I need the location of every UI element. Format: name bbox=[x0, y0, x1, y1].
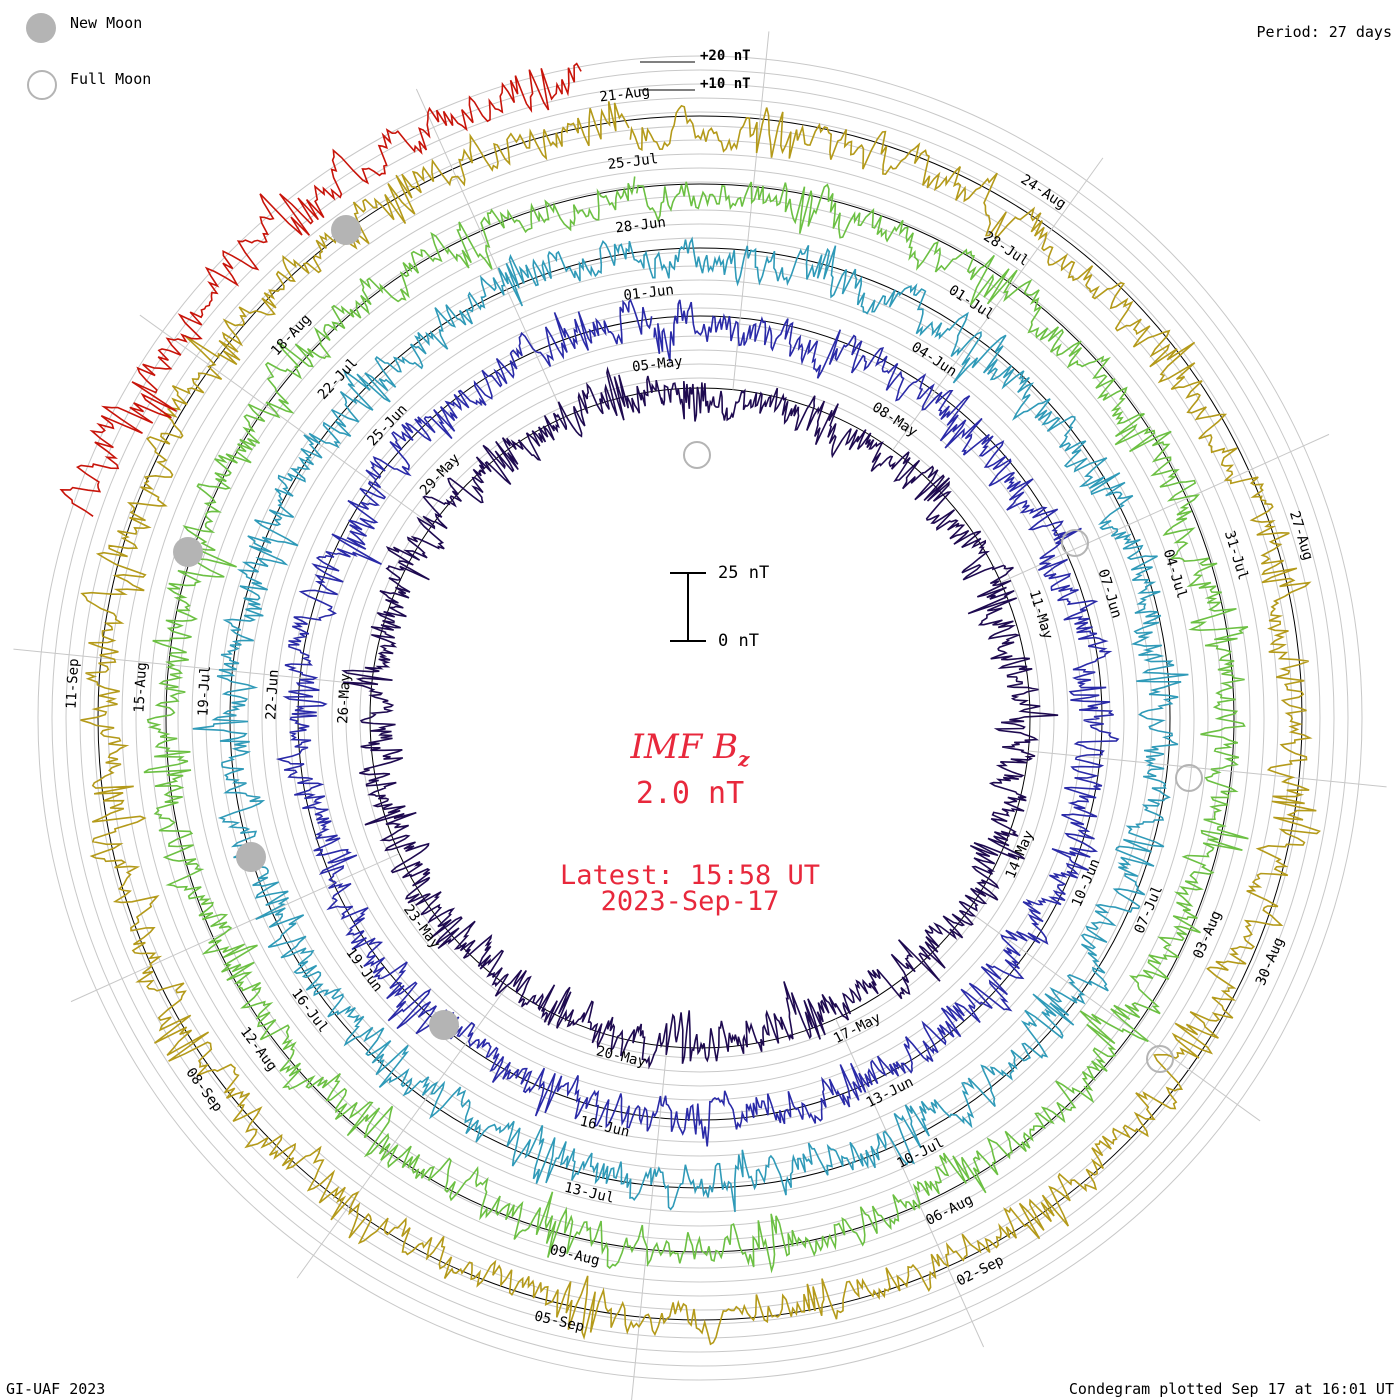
grid-spoke bbox=[139, 314, 433, 526]
date-label: 28-Jun bbox=[615, 215, 667, 237]
chart-title-subscript: z bbox=[738, 746, 750, 771]
date-label: 16-Jun bbox=[578, 1113, 631, 1140]
grid-spoke bbox=[70, 853, 400, 1003]
grid-ring bbox=[107, 125, 1293, 1311]
grid-ring bbox=[135, 153, 1265, 1283]
date-label: 01-Jun bbox=[623, 282, 675, 304]
date-label: 09-Aug bbox=[548, 1242, 601, 1269]
grid-ring bbox=[275, 293, 1125, 1143]
grid-ring bbox=[331, 349, 1069, 1087]
ring-scale-inner-label: +10 nT bbox=[700, 76, 751, 92]
new-moon-marker bbox=[331, 215, 361, 245]
grid-ring bbox=[79, 97, 1321, 1339]
date-label: 11-May bbox=[1026, 588, 1056, 641]
scale-bar-bottom-label: 0 nT bbox=[718, 631, 759, 651]
grid-spoke bbox=[967, 910, 1261, 1122]
new-moon-marker bbox=[236, 842, 266, 872]
period-label: Period: 27 days bbox=[1256, 23, 1392, 41]
grid-spoke bbox=[1028, 750, 1387, 788]
new-moon-legend-icon bbox=[26, 13, 56, 43]
grid-ring bbox=[37, 55, 1363, 1381]
latest-date: 2023-Sep-17 bbox=[600, 886, 780, 917]
grid-ring bbox=[205, 223, 1195, 1213]
series-cycle-3 bbox=[192, 236, 1189, 1213]
credit-label: GI-UAF 2023 bbox=[6, 1380, 106, 1398]
grid-ring bbox=[121, 139, 1279, 1297]
grid-spoke bbox=[732, 31, 770, 390]
date-label: 15-Aug bbox=[131, 662, 150, 713]
full-moon-marker bbox=[1175, 764, 1203, 792]
moon-markers-layer bbox=[173, 215, 1203, 1073]
date-label: 27-Aug bbox=[1286, 509, 1316, 562]
ring-grid bbox=[37, 55, 1363, 1381]
scale-bar-top-label: 25 nT bbox=[718, 563, 770, 583]
grid-ring bbox=[219, 237, 1181, 1199]
date-label: 26-May bbox=[335, 673, 354, 724]
zero-ring-2 bbox=[297, 315, 1103, 1121]
grid-spoke bbox=[835, 1018, 985, 1348]
ring-scale-outer-label: +20 nT bbox=[700, 48, 751, 64]
current-value: 2.0 nT bbox=[635, 776, 745, 811]
new-moon-marker bbox=[429, 1010, 459, 1040]
date-label: 11-Sep bbox=[64, 658, 83, 709]
grid-ring bbox=[261, 279, 1139, 1157]
grid-spoke bbox=[1000, 433, 1330, 583]
chart-title-main: IMF B bbox=[630, 727, 739, 767]
radial-spokes bbox=[13, 31, 1387, 1400]
new-moon-marker bbox=[173, 537, 203, 567]
date-label: 13-Jun bbox=[864, 1074, 916, 1111]
latest-time: Latest: 15:58 UT bbox=[559, 860, 821, 891]
grid-ring bbox=[163, 181, 1237, 1255]
chart-title: IMF Bz bbox=[540, 727, 840, 771]
grid-ring bbox=[191, 209, 1209, 1227]
grid-spoke bbox=[631, 1046, 668, 1400]
zero-ring-5 bbox=[97, 115, 1303, 1321]
data-series-layer bbox=[59, 62, 1321, 1346]
grid-ring bbox=[317, 335, 1083, 1101]
date-label: 22-Jun bbox=[263, 669, 282, 720]
date-label: 25-Jul bbox=[607, 151, 659, 173]
ring-scale-ticks bbox=[640, 61, 695, 91]
grid-ring bbox=[345, 363, 1055, 1073]
date-label: 05-May bbox=[631, 354, 683, 376]
date-label: 21-Aug bbox=[599, 84, 651, 106]
series-cycle-5 bbox=[80, 101, 1321, 1346]
new-moon-legend-label: New Moon bbox=[70, 14, 143, 32]
date-label: 04-Jul bbox=[1160, 548, 1190, 601]
date-label: 19-Jul bbox=[195, 665, 214, 716]
full-moon-marker bbox=[1146, 1045, 1174, 1073]
date-label: 23-May bbox=[400, 902, 443, 952]
grid-ring bbox=[65, 83, 1335, 1353]
scale-bar bbox=[670, 572, 706, 642]
full-moon-legend-label: Full Moon bbox=[70, 70, 152, 88]
grid-spoke bbox=[892, 157, 1104, 451]
grid-ring bbox=[289, 307, 1111, 1129]
series-cycle-2 bbox=[275, 298, 1120, 1147]
grid-ring bbox=[51, 69, 1349, 1367]
date-label: 16-Jul bbox=[288, 986, 331, 1036]
series-cycle-4 bbox=[143, 176, 1249, 1274]
series-cycle-1 bbox=[341, 366, 1059, 1070]
full-moon-legend-icon bbox=[27, 70, 57, 100]
date-label: 20-May bbox=[595, 1043, 648, 1070]
zero-ring-4 bbox=[165, 183, 1235, 1253]
date-label: 13-Jul bbox=[563, 1180, 616, 1207]
series-cycle-6 bbox=[59, 62, 582, 517]
plotted-label: Condegram plotted Sep 17 at 16:01 UT bbox=[1068, 1380, 1394, 1398]
grid-spoke bbox=[415, 88, 565, 418]
grid-ring bbox=[359, 377, 1041, 1059]
full-moon-marker bbox=[683, 441, 711, 469]
grid-ring bbox=[149, 167, 1251, 1269]
full-moon-marker bbox=[1061, 529, 1089, 557]
